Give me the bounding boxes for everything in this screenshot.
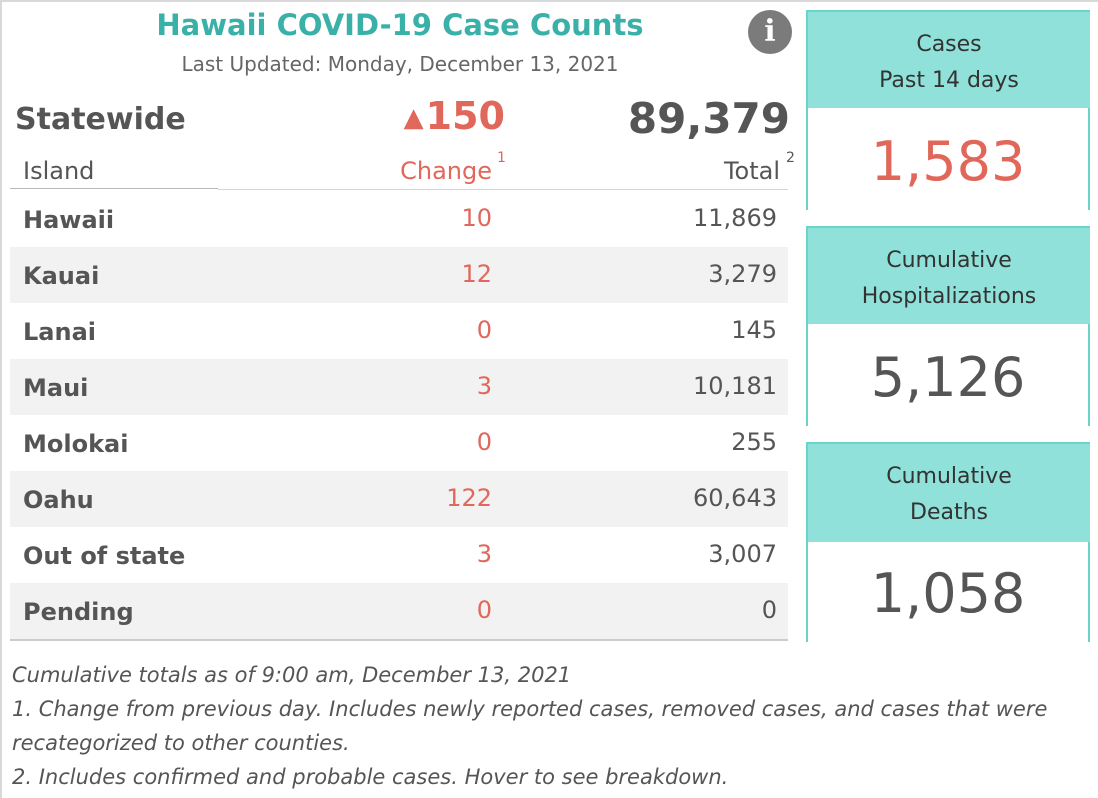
card-title-line1: Cumulative xyxy=(886,464,1012,489)
card-deaths[interactable]: Cumulative Deaths 1,058 xyxy=(806,442,1090,642)
footnote-2: 2. Includes confirmed and probable cases… xyxy=(12,765,729,789)
card-header: Cumulative Deaths xyxy=(806,442,1090,542)
table-row[interactable]: Hawaii 10 11,869 xyxy=(10,191,788,247)
card-title-line1: Cumulative xyxy=(886,248,1012,273)
island-name: Hawaii xyxy=(23,206,115,234)
island-name: Out of state xyxy=(23,542,186,570)
table-row[interactable]: Lanai 0 145 xyxy=(10,303,788,359)
card-title-line2: Deaths xyxy=(910,500,988,525)
card-body: 1,058 xyxy=(806,542,1090,642)
island-table: Hawaii 10 11,869 Kauai 12 3,279 Lanai 0 … xyxy=(10,191,788,639)
info-icon[interactable]: i xyxy=(748,10,792,54)
last-updated: Last Updated: Monday, December 13, 2021 xyxy=(181,52,619,76)
card-hospitalizations[interactable]: Cumulative Hospitalizations 5,126 xyxy=(806,226,1090,426)
card-title-line1: Cases xyxy=(916,32,982,57)
footnote-marker-2: 2 xyxy=(786,150,795,166)
statewide-label: Statewide xyxy=(15,102,186,137)
card-header: Cases Past 14 days xyxy=(806,10,1090,108)
table-bottom-divider xyxy=(10,639,788,641)
island-total: 0 xyxy=(761,596,777,624)
island-change: 3 xyxy=(476,540,492,568)
island-total: 11,869 xyxy=(693,204,777,232)
island-total: 3,279 xyxy=(708,260,777,288)
footnote-marker-1: 1 xyxy=(497,150,506,166)
card-value: 1,583 xyxy=(870,130,1026,193)
table-row[interactable]: Maui 3 10,181 xyxy=(10,359,788,415)
statewide-change: ▲150 xyxy=(395,94,505,138)
card-header: Cumulative Hospitalizations xyxy=(806,226,1090,324)
island-change: 0 xyxy=(476,596,492,624)
island-change: 12 xyxy=(461,260,492,288)
island-total: 60,643 xyxy=(693,484,777,512)
card-cases-14-days[interactable]: Cases Past 14 days 1,583 xyxy=(806,10,1090,210)
island-change: 0 xyxy=(476,428,492,456)
header-island: Island xyxy=(23,157,95,185)
statewide-change-value: 150 xyxy=(425,94,505,138)
header-change: Change xyxy=(400,157,492,185)
page-title: Hawaii COVID-19 Case Counts xyxy=(156,8,644,42)
card-value: 5,126 xyxy=(870,346,1026,409)
header-total: Total xyxy=(723,157,780,185)
island-name: Maui xyxy=(23,374,89,402)
island-name: Lanai xyxy=(23,318,96,346)
island-change: 10 xyxy=(461,204,492,232)
table-row[interactable]: Pending 0 0 xyxy=(10,583,788,639)
footnote-asof: Cumulative totals as of 9:00 am, Decembe… xyxy=(12,663,572,687)
island-change: 3 xyxy=(476,372,492,400)
island-name: Pending xyxy=(23,598,134,626)
island-name: Molokai xyxy=(23,430,129,458)
island-change: 0 xyxy=(476,316,492,344)
island-name: Oahu xyxy=(23,486,94,514)
table-row[interactable]: Molokai 0 255 xyxy=(10,415,788,471)
island-total: 255 xyxy=(731,428,777,456)
table-row[interactable]: Kauai 12 3,279 xyxy=(10,247,788,303)
table-row[interactable]: Out of state 3 3,007 xyxy=(10,527,788,583)
footnote-1: 1. Change from previous day. Includes ne… xyxy=(12,697,1048,755)
island-total: 10,181 xyxy=(693,372,777,400)
island-name: Kauai xyxy=(23,262,100,290)
header-divider-light xyxy=(218,189,788,190)
card-body: 1,583 xyxy=(806,108,1090,210)
island-change: 122 xyxy=(446,484,492,512)
card-body: 5,126 xyxy=(806,324,1090,426)
header-divider xyxy=(10,188,218,189)
footnotes: Cumulative totals as of 9:00 am, Decembe… xyxy=(12,658,1082,794)
island-total: 3,007 xyxy=(708,540,777,568)
card-title-line2: Hospitalizations xyxy=(861,284,1037,309)
statewide-total: 89,379 xyxy=(627,94,790,143)
table-row[interactable]: Oahu 122 60,643 xyxy=(10,471,788,527)
card-title-line2: Past 14 days xyxy=(879,68,1019,93)
island-total: 145 xyxy=(731,316,777,344)
card-value: 1,058 xyxy=(870,562,1026,625)
up-triangle-icon: ▲ xyxy=(403,103,424,133)
